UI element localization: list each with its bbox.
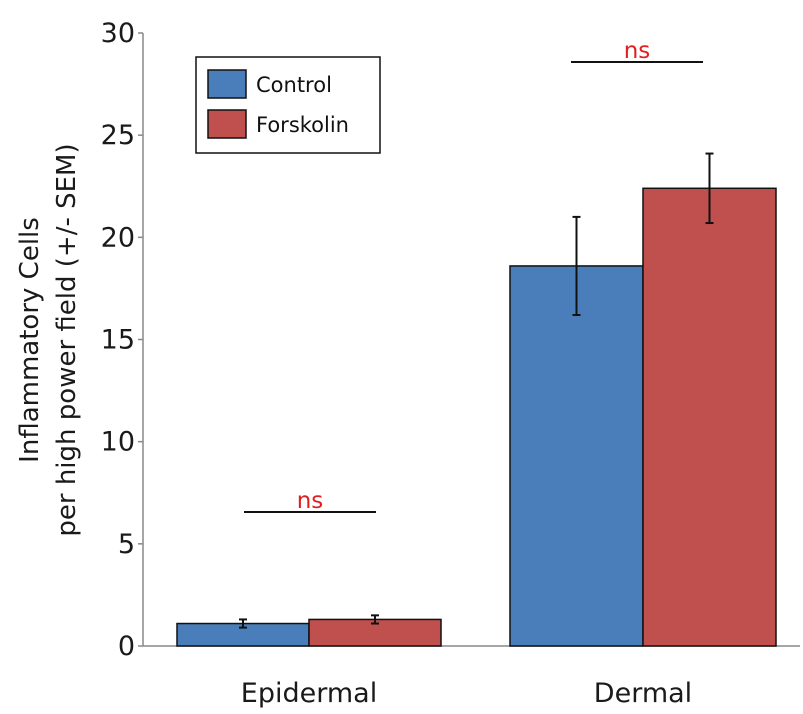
axes: 0 5 10 15 20 25 30 Epidermal Dermal: [101, 18, 800, 709]
bar-control-dermal: [509, 265, 644, 647]
significance-annotations: ns ns: [244, 38, 703, 514]
bar-forskolin-dermal: [642, 187, 777, 647]
error-bars: [239, 152, 714, 629]
y-tick-label: 25: [101, 120, 135, 151]
x-category-label: Dermal: [594, 678, 692, 709]
y-axis-label: Inflammatory Cells per high power field (…: [15, 143, 82, 536]
legend-label-control: Control: [256, 73, 332, 97]
y-tick-label: 10: [101, 427, 135, 458]
bars: [176, 187, 777, 647]
x-category-label: Epidermal: [241, 678, 377, 709]
y-tick-label: 0: [118, 631, 135, 662]
y-axis-label-line: Inflammatory Cells: [15, 217, 45, 463]
legend: Control Forskolin: [195, 56, 381, 154]
y-axis-label-line: per high power field (+/- SEM): [52, 143, 82, 536]
significance-label: ns: [624, 38, 651, 64]
significance-label: ns: [297, 488, 324, 514]
legend-label-forskolin: Forskolin: [256, 113, 349, 137]
y-tick-label: 15: [101, 325, 135, 356]
legend-swatch-forskolin: [207, 109, 247, 139]
y-tick-label: 30: [101, 18, 135, 49]
y-tick-label: 5: [118, 529, 135, 560]
legend-swatch-control: [207, 69, 247, 99]
y-tick-label: 20: [101, 222, 135, 253]
